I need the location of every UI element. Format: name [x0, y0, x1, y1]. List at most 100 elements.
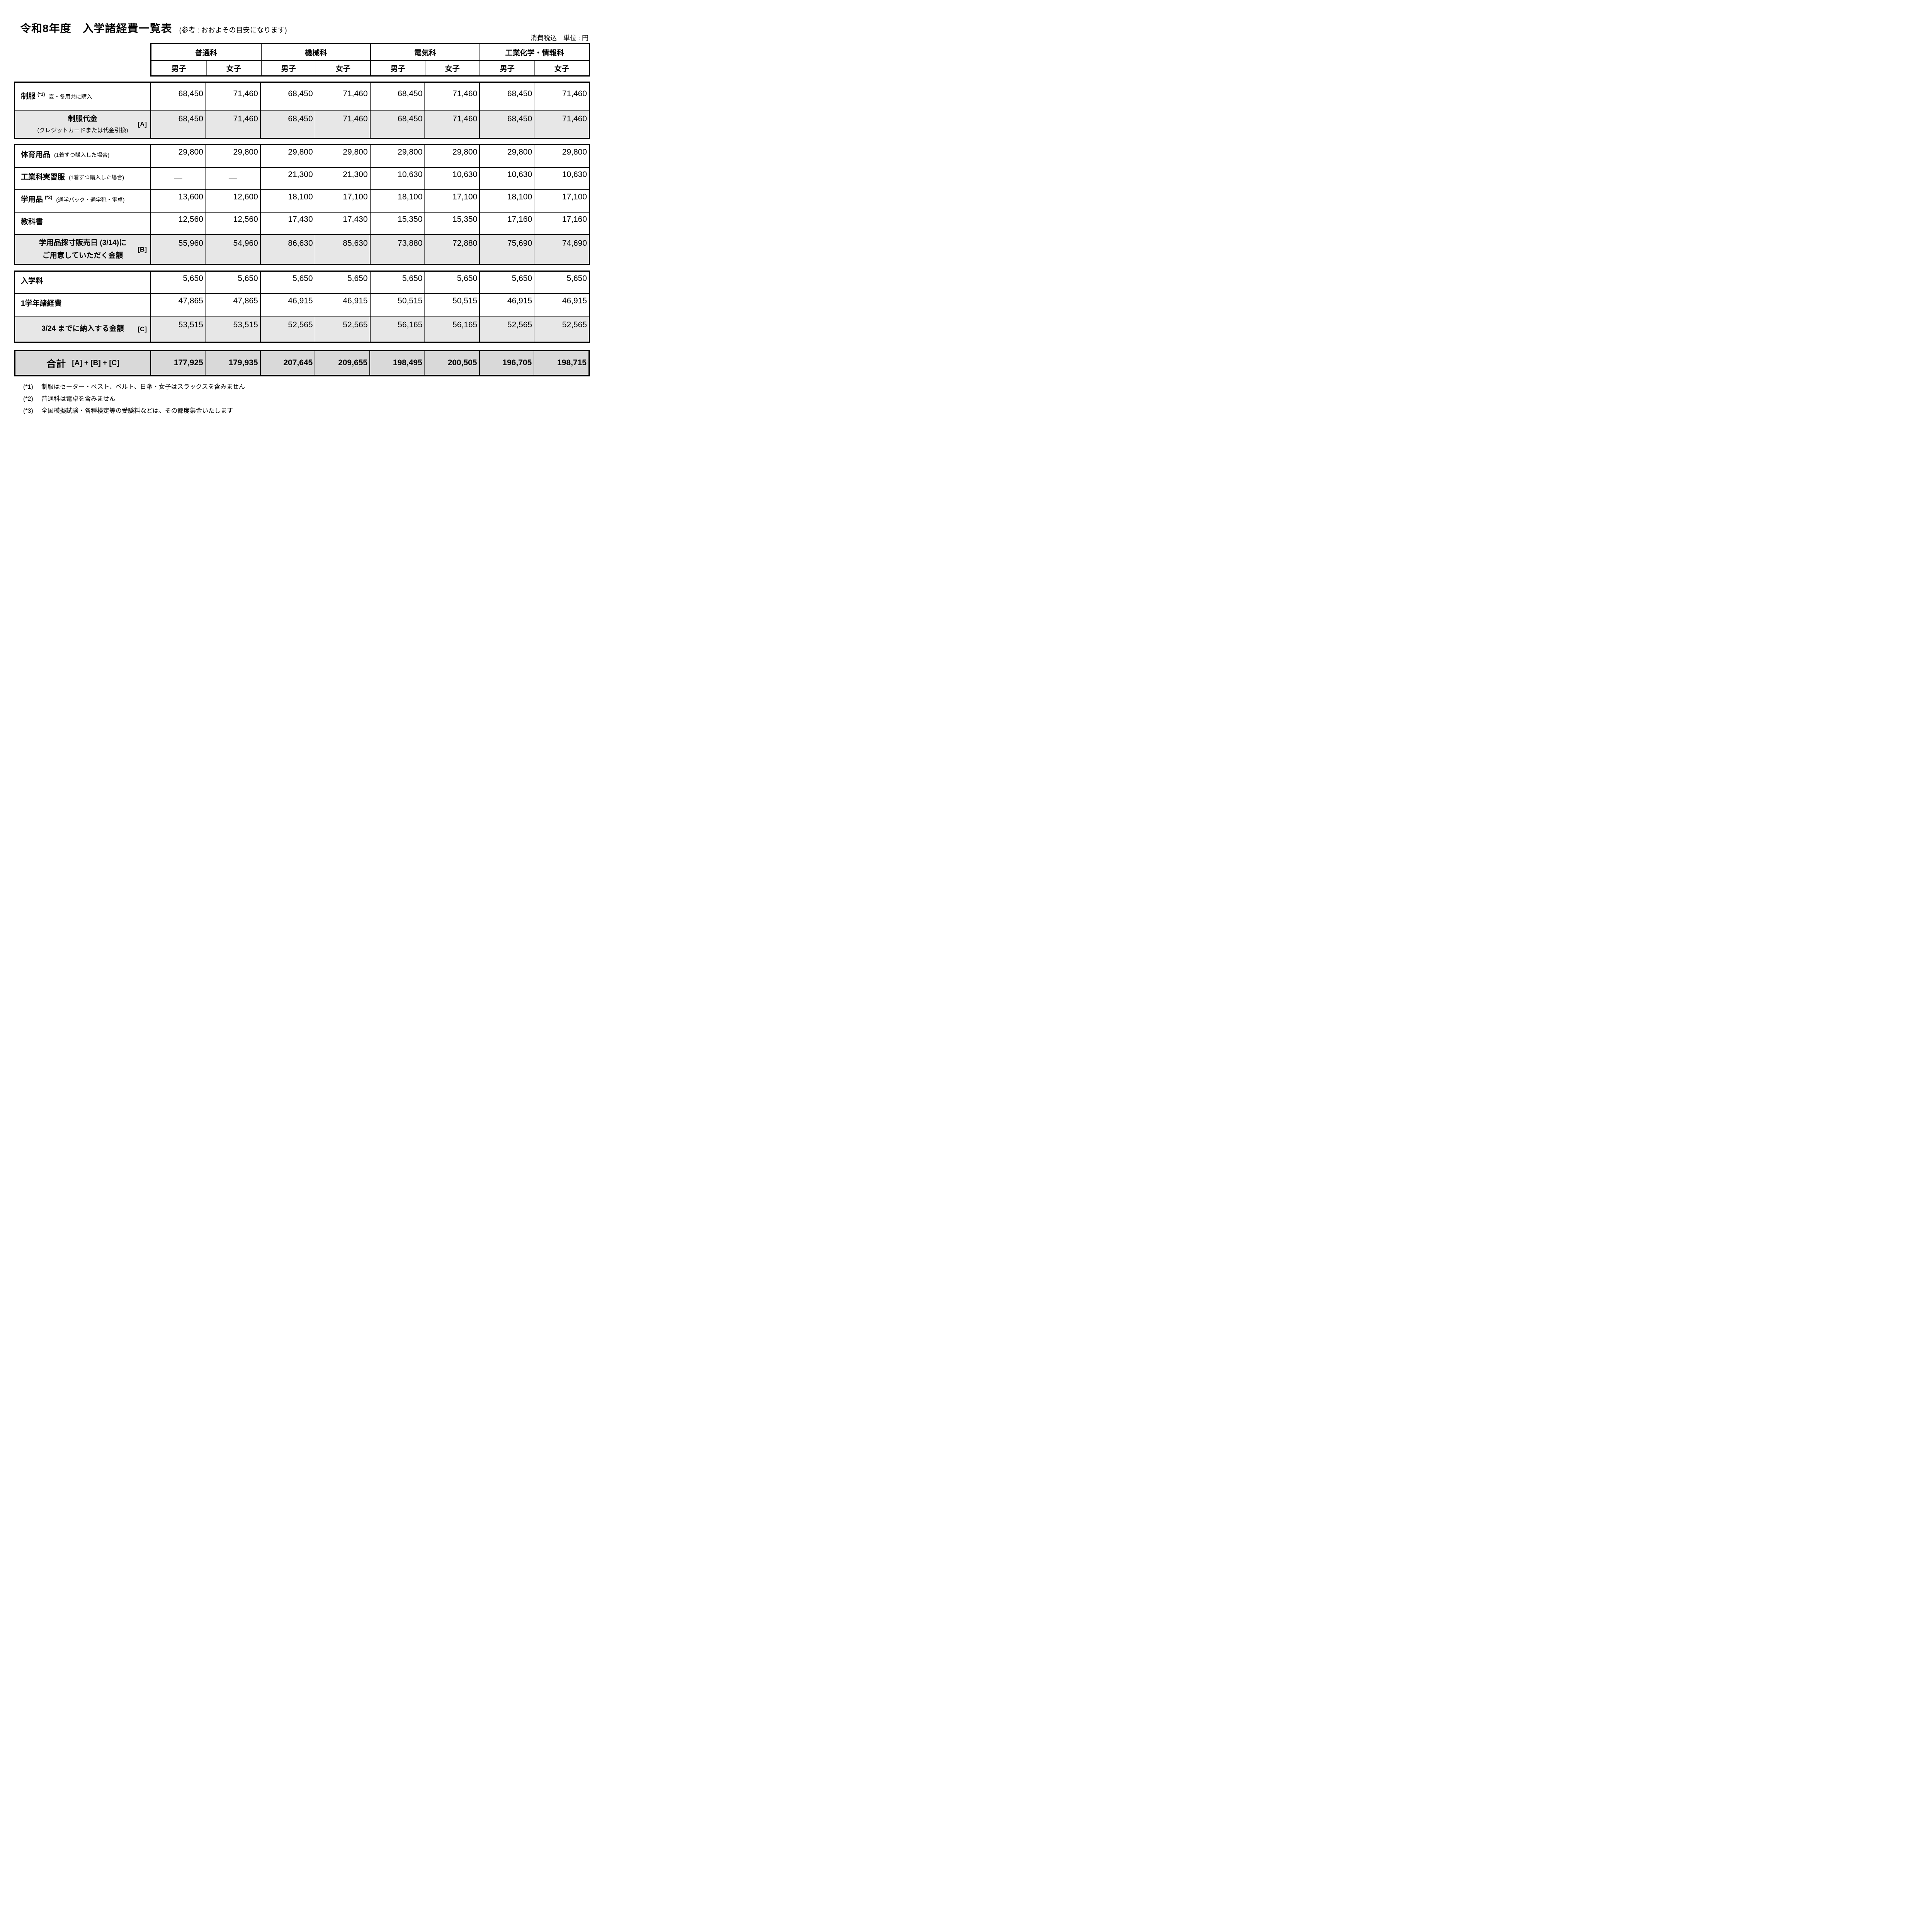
value-cell: 86,630	[260, 235, 315, 264]
total-value-cell: 198,495	[369, 351, 424, 375]
row-label: 1学年諸経費	[21, 299, 62, 308]
fee-table: 普通科 機械科 電気科 工業化学・情報科 男子 女子 男子 女子 男子 女子 男…	[14, 43, 590, 376]
value-cell: 5,650	[205, 272, 260, 293]
value-cell: 71,460	[424, 83, 479, 110]
value-cell: 29,800	[205, 145, 260, 167]
subtotal-label-line2: ご用意していただく金額	[42, 251, 123, 260]
grand-total-block: 合計 [A] + [B] + [C] 177,925 179,935 207,6…	[14, 350, 590, 376]
value-cell: 13,600	[150, 190, 205, 212]
value-cell: 71,460	[315, 111, 370, 138]
value-cell: 68,450	[369, 83, 425, 110]
table-row-shokeihi: 1学年諸経費 47,865 47,865 46,915 46,915 50,51…	[15, 293, 589, 316]
dept-header-kikaika: 機械科	[261, 44, 370, 60]
table-row-jisshufuku: 工業科実習服 (1着ずつ購入した場合) — — 21,300 21,300 10,…	[15, 167, 589, 189]
value-cell: 17,430	[260, 213, 315, 234]
value-cell: 29,800	[479, 145, 534, 167]
value-cell: 54,960	[205, 235, 260, 264]
value-cell: 12,560	[150, 213, 205, 234]
value-cell: 68,450	[479, 83, 534, 110]
value-cell: 68,450	[369, 111, 425, 138]
fee-table-document: 令和8年度 入学諸経費一覧表 (参考 : おおよその目安になります) 消費税込 …	[0, 0, 602, 426]
footnote-ref: (*2)	[45, 195, 53, 200]
footnote-1: (*1) 制服はセーター・ベスト、ベルト、日傘・女子はスラックスを含みません	[23, 383, 564, 391]
subtotal-label-cell: 学用品採寸販売日 (3/14)に ご用意していただく金額 [B]	[15, 235, 150, 264]
value-cell: 71,460	[205, 111, 260, 138]
footnote-marker: (*1)	[23, 384, 33, 390]
subtotal-label-cell: 3/24 までに納入する金額 [C]	[15, 316, 150, 342]
gender-header: 女子	[425, 61, 480, 75]
value-cell: 17,430	[315, 213, 370, 234]
value-cell: 53,515	[205, 316, 260, 342]
row-label: 学用品	[21, 196, 43, 204]
value-cell: 17,100	[424, 190, 479, 212]
value-cell: 5,650	[534, 272, 589, 293]
gender-header-row: 男子 女子 男子 女子 男子 女子 男子 女子	[151, 60, 589, 75]
footnotes: (*1) 制服はセーター・ベスト、ベルト、日傘・女子はスラックスを含みません (*…	[23, 383, 564, 419]
value-cell: 15,350	[369, 213, 425, 234]
value-cell: 47,865	[205, 294, 260, 316]
uniform-block: 制服 (*1) 夏・冬用共に購入 68,450 71,460 68,450 71,4…	[14, 82, 590, 139]
total-value-cell: 177,925	[150, 351, 205, 375]
table-row-taiiku: 体育用品 (1着ずつ購入した場合) 29,800 29,800 29,800 29…	[15, 145, 589, 167]
value-cell: 52,565	[315, 316, 370, 342]
value-cell: 68,450	[479, 111, 534, 138]
tax-unit-note: 消費税込 単位 : 円	[530, 34, 588, 42]
table-row-kyokasho: 教科書 12,560 12,560 17,430 17,430 15,350 1…	[15, 212, 589, 234]
value-cell: 29,800	[260, 145, 315, 167]
value-cell: 18,100	[260, 190, 315, 212]
total-value-cell: 200,505	[424, 351, 479, 375]
subtotal-tag-b: [B]	[138, 245, 147, 253]
row-label: 制服	[21, 92, 36, 100]
gender-header: 女子	[206, 61, 261, 75]
value-cell: 56,165	[424, 316, 479, 342]
title-row: 令和8年度 入学諸経費一覧表 (参考 : おおよその目安になります)	[20, 20, 287, 36]
footnote-2: (*2) 普通科は電卓を含みません	[23, 395, 564, 403]
value-cell: 21,300	[260, 168, 315, 189]
row-label-cell: 制服 (*1) 夏・冬用共に購入	[15, 83, 150, 110]
department-header-row: 普通科 機械科 電気科 工業化学・情報科	[151, 44, 589, 60]
table-row-nyugakuryo: 入学料 5,650 5,650 5,650 5,650 5,650 5,650 …	[15, 272, 589, 293]
column-header-block: 普通科 機械科 電気科 工業化学・情報科 男子 女子 男子 女子 男子 女子 男…	[150, 43, 590, 77]
total-label-cell: 合計 [A] + [B] + [C]	[15, 351, 150, 375]
row-note: (1着ずつ購入した場合)	[54, 152, 110, 158]
table-row-seifuku: 制服 (*1) 夏・冬用共に購入 68,450 71,460 68,450 71,4…	[15, 83, 589, 110]
dept-header-kogyokagaku-joho: 工業化学・情報科	[480, 44, 589, 60]
page-title: 令和8年度 入学諸経費一覧表	[20, 22, 172, 34]
value-cell: 29,800	[369, 145, 425, 167]
subtotal-label: 制服代金	[68, 115, 97, 123]
value-cell: 21,300	[315, 168, 370, 189]
total-label: 合計	[46, 358, 66, 369]
row-note: 夏・冬用共に購入	[49, 94, 92, 100]
value-cell: 46,915	[315, 294, 370, 316]
value-cell: 53,515	[150, 316, 205, 342]
value-cell: 47,865	[150, 294, 205, 316]
footnote-text: 普通科は電卓を含みません	[41, 396, 116, 402]
value-cell: 68,450	[260, 111, 315, 138]
value-cell: 73,880	[369, 235, 425, 264]
gender-header: 男子	[370, 61, 425, 75]
gender-header: 男子	[261, 61, 316, 75]
value-cell: 10,630	[479, 168, 534, 189]
value-cell: 5,650	[315, 272, 370, 293]
row-label-cell: 教科書	[15, 213, 150, 234]
value-cell: 68,450	[150, 111, 205, 138]
value-cell: 52,565	[260, 316, 315, 342]
value-cell: 18,100	[479, 190, 534, 212]
value-cell: 50,515	[369, 294, 425, 316]
footnote-3: (*3) 全国模擬試験・各種検定等の受験料などは、その都度集金いたします	[23, 407, 564, 415]
gender-header: 女子	[534, 61, 589, 75]
value-cell: 46,915	[534, 294, 589, 316]
value-cell: 71,460	[534, 83, 589, 110]
value-cell: 55,960	[150, 235, 205, 264]
footnote-marker: (*2)	[23, 396, 33, 402]
value-cell: 52,565	[479, 316, 534, 342]
row-label: 体育用品	[21, 151, 51, 159]
value-cell: 68,450	[150, 83, 205, 110]
footnote-text: 制服はセーター・ベスト、ベルト、日傘・女子はスラックスを含みません	[41, 384, 245, 390]
value-cell: 52,565	[534, 316, 589, 342]
row-label: 工業科実習服	[21, 173, 65, 181]
value-cell: 71,460	[205, 83, 260, 110]
row-label-cell: 入学料	[15, 272, 150, 293]
value-cell: 85,630	[315, 235, 370, 264]
value-cell: —	[150, 168, 205, 189]
